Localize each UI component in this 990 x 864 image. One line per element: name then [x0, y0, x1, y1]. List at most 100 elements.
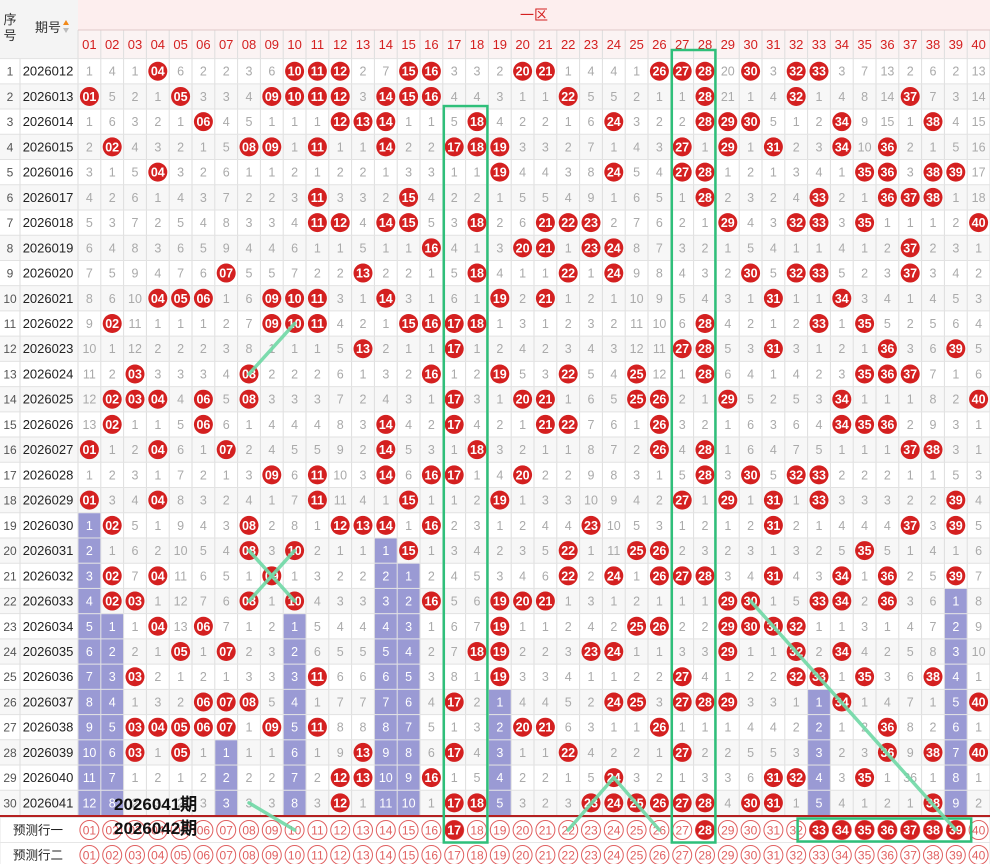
- missing-count: 4: [223, 367, 230, 381]
- drawn-ball: [239, 389, 259, 409]
- missing-count: 1: [610, 140, 617, 154]
- prediction-ball-picked-number: 36: [880, 824, 894, 838]
- missing-count: 1: [907, 393, 914, 407]
- missing-count: 3: [565, 494, 572, 508]
- prediction-ball-number: 32: [790, 849, 804, 863]
- prediction-ball-number: 03: [128, 849, 142, 863]
- missing-count: 1: [770, 317, 777, 331]
- missing-count: 3: [565, 645, 572, 659]
- drawn-ball: [467, 112, 487, 132]
- drawn-ball: [307, 187, 327, 207]
- drawn-ball: [102, 566, 122, 586]
- prediction-ball-number: 09: [265, 824, 279, 838]
- missing-count: 4: [405, 418, 412, 432]
- missing-count: 6: [542, 569, 549, 583]
- missing-count: 1: [907, 796, 914, 810]
- drawn-ball-number: 20: [516, 721, 530, 735]
- drawn-ball: [649, 61, 669, 81]
- drawn-ball-number: 14: [379, 90, 393, 104]
- missing-count: 2: [177, 342, 184, 356]
- missing-count: 1: [268, 494, 275, 508]
- drawn-ball-number: 31: [766, 342, 780, 356]
- drawn-ball: [741, 61, 761, 81]
- missing-count: 3: [474, 519, 481, 533]
- missing-count: 8: [132, 241, 139, 255]
- row-seq: 26: [3, 695, 17, 709]
- drawn-ball: [581, 642, 601, 662]
- count-bar-value: 4: [496, 771, 503, 785]
- missing-count: 1: [724, 241, 731, 255]
- missing-count: 5: [588, 367, 595, 381]
- missing-count: 1: [930, 468, 937, 482]
- drawn-ball-number: 27: [675, 166, 689, 180]
- drawn-ball: [125, 591, 145, 611]
- missing-count: 1: [314, 166, 321, 180]
- drawn-ball-number: 39: [949, 166, 963, 180]
- prediction-ball-number: 07: [220, 849, 234, 863]
- drawn-ball: [718, 642, 738, 662]
- count-bar: [374, 538, 397, 563]
- sort-icon[interactable]: [63, 20, 69, 33]
- drawn-ball-number: 17: [447, 317, 461, 331]
- column-header: 28: [698, 37, 712, 52]
- drawn-ball-number: 14: [379, 292, 393, 306]
- missing-count: 1: [200, 317, 207, 331]
- missing-count: 5: [474, 569, 481, 583]
- drawn-ball: [216, 440, 236, 460]
- drawn-ball-number: 01: [82, 443, 96, 457]
- drawn-ball-number: 40: [972, 695, 986, 709]
- missing-count: 1: [975, 418, 982, 432]
- missing-count: 6: [223, 595, 230, 609]
- drawn-ball-number: 28: [698, 569, 712, 583]
- drawn-ball: [490, 642, 510, 662]
- drawn-ball: [718, 616, 738, 636]
- missing-count: 2: [588, 292, 595, 306]
- missing-count: 2: [838, 468, 845, 482]
- missing-count: 2: [86, 140, 93, 154]
- missing-count: 3: [496, 90, 503, 104]
- missing-count: 3: [542, 140, 549, 154]
- drawn-ball-number: 25: [630, 620, 644, 634]
- drawn-ball-number: 31: [766, 494, 780, 508]
- row-seq: 1: [7, 65, 14, 79]
- missing-count: 9: [656, 292, 663, 306]
- drawn-ball-number: 34: [835, 393, 849, 407]
- missing-count: 2: [656, 670, 663, 684]
- missing-count: 1: [542, 317, 549, 331]
- drawn-ball-number: 30: [744, 65, 758, 79]
- drawn-ball-number: 07: [219, 443, 233, 457]
- missing-count: 1: [861, 695, 868, 709]
- missing-count: 6: [724, 367, 731, 381]
- missing-count: 1: [360, 796, 367, 810]
- missing-count: 11: [334, 494, 347, 508]
- row-issue: 2026012: [23, 64, 74, 79]
- missing-count: 8: [223, 216, 230, 230]
- missing-count: 1: [907, 468, 914, 482]
- missing-count: 7: [177, 267, 184, 281]
- count-bar-value: 6: [952, 721, 959, 735]
- drawn-ball-number: 13: [356, 746, 370, 760]
- drawn-ball-number: 08: [242, 695, 256, 709]
- missing-count: 2: [907, 569, 914, 583]
- missing-count: 2: [428, 418, 435, 432]
- drawn-ball: [695, 440, 715, 460]
- missing-count: 1: [542, 267, 549, 281]
- missing-count: 3: [588, 317, 595, 331]
- drawn-ball-number: 39: [949, 342, 963, 356]
- row-seq: 29: [3, 771, 17, 785]
- missing-count: 2: [907, 65, 914, 79]
- missing-count: 8: [975, 595, 982, 609]
- drawn-ball: [923, 112, 943, 132]
- missing-count: 1: [177, 670, 184, 684]
- missing-count: 4: [451, 90, 458, 104]
- missing-count: 1: [861, 796, 868, 810]
- missing-count: 6: [588, 115, 595, 129]
- prediction-ball-number: 05: [174, 849, 188, 863]
- drawn-ball-number: 04: [151, 65, 165, 79]
- missing-count: 3: [496, 241, 503, 255]
- missing-count: 1: [154, 418, 161, 432]
- missing-count: 4: [268, 418, 275, 432]
- count-bar: [397, 790, 420, 815]
- missing-count: 2: [200, 342, 207, 356]
- row-seq: 8: [7, 241, 14, 255]
